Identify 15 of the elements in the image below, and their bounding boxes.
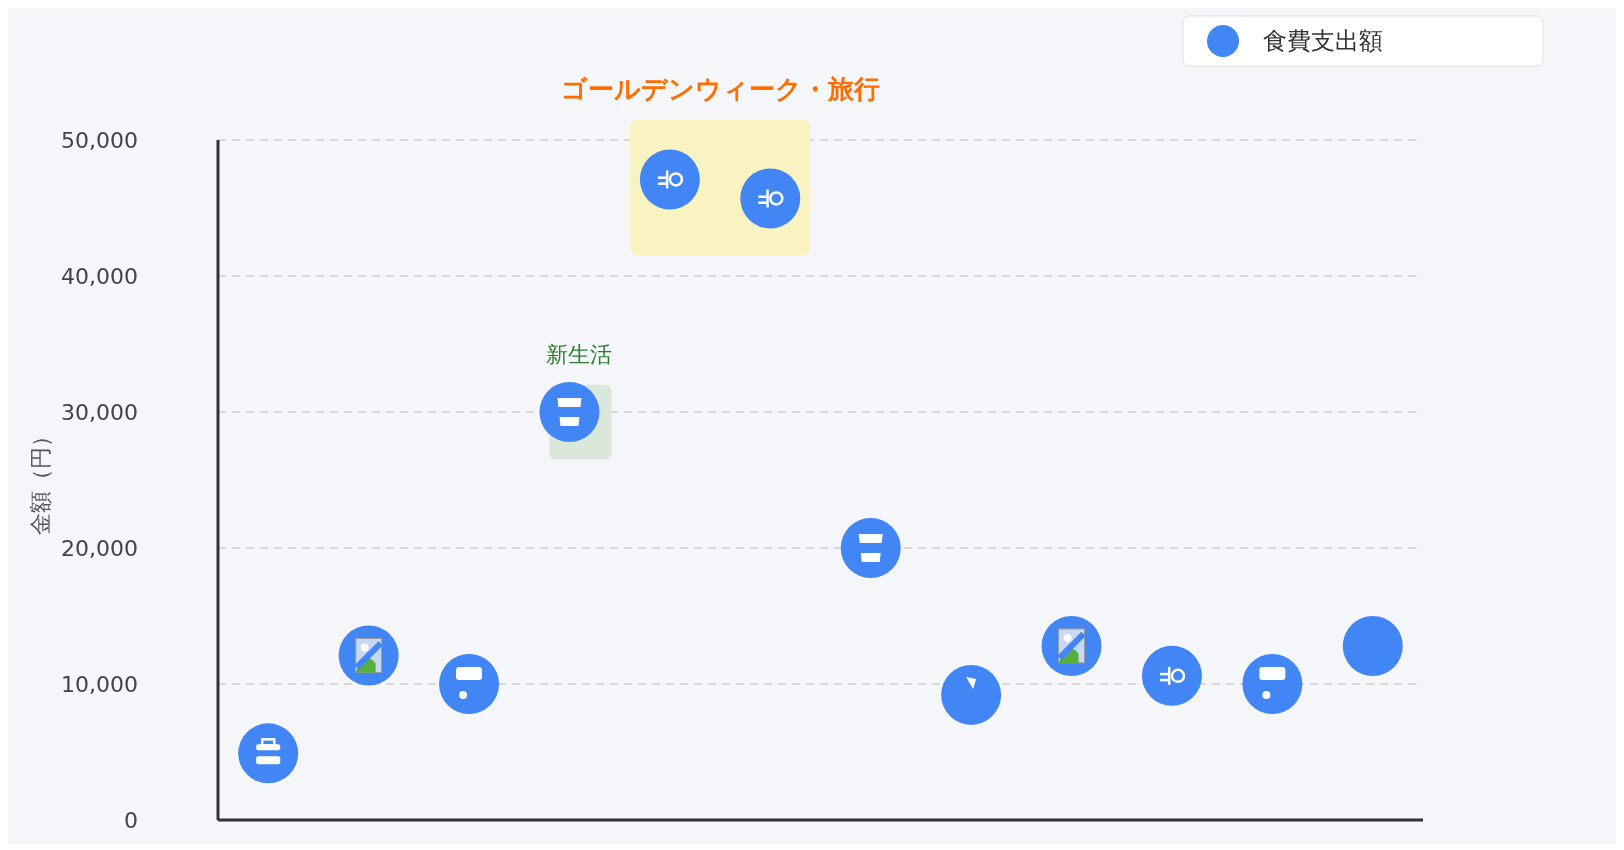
- text: ゴールデンウィーク・旅行: [560, 73, 880, 104]
- legend-label: 食費支出額: [1263, 27, 1383, 55]
- y-tick-label: 20,000: [61, 535, 138, 561]
- point: [1342, 615, 1403, 676]
- point: [639, 149, 700, 210]
- point: [740, 168, 801, 229]
- y-tick-label: 0: [124, 807, 138, 833]
- y-axis-title: 金額（円）: [28, 425, 53, 535]
- point: [1141, 645, 1202, 706]
- y-tick-label: 10,000: [61, 671, 138, 697]
- y-tick-label: 30,000: [61, 399, 138, 425]
- y-tick-label: 40,000: [61, 263, 138, 289]
- point: [941, 664, 1002, 725]
- annotation: 新生活: [546, 342, 613, 367]
- y-tick-label: 50,000: [61, 127, 138, 153]
